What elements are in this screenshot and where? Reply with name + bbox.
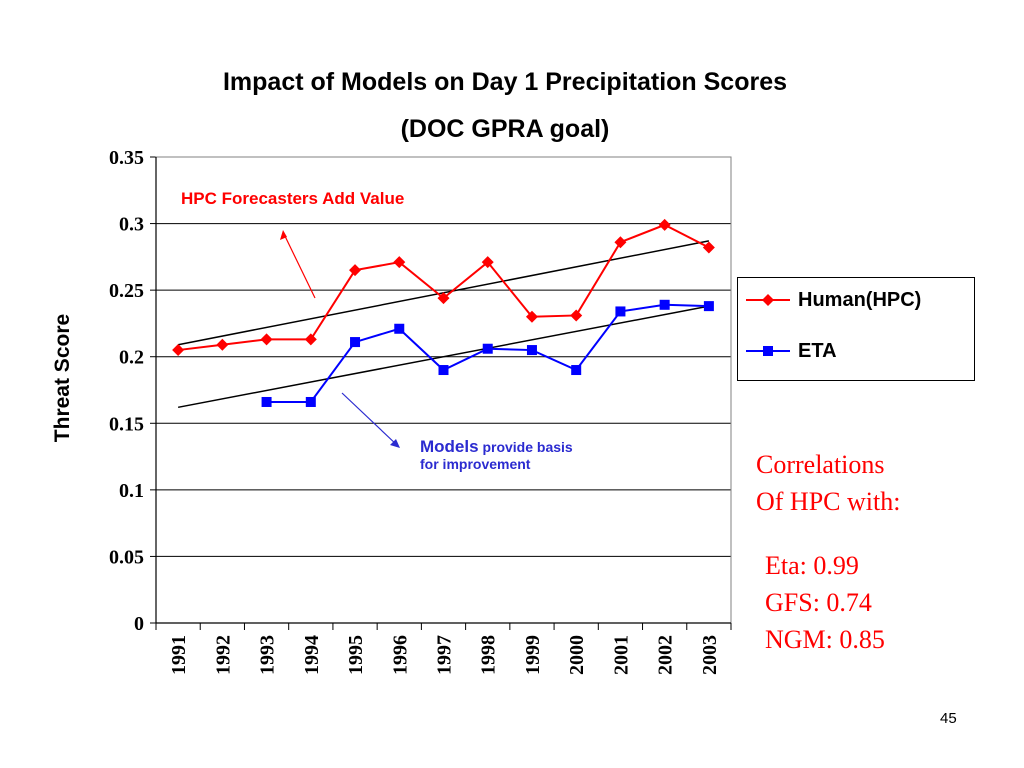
- x-tick-label: 1995: [345, 635, 367, 675]
- data-point-human: [481, 256, 494, 269]
- y-axis-label: Threat Score: [51, 313, 74, 443]
- corr-ngm: NGM: 0.85: [765, 625, 885, 654]
- data-point-eta: [350, 337, 361, 348]
- legend-label-human: Human(HPC): [798, 288, 922, 311]
- models-arrowhead: [390, 439, 400, 448]
- hpc-annotation: HPC Forecasters Add Value: [181, 189, 405, 208]
- hpc-annotation-arrow: [282, 231, 316, 299]
- x-tick-label: 1993: [257, 635, 279, 675]
- annotation-arrows: [280, 230, 400, 448]
- x-tick-label: 1996: [389, 635, 411, 675]
- legend-marker-human: [746, 294, 790, 306]
- y-tick-label: 0.05: [109, 546, 144, 568]
- data-point-human: [260, 333, 273, 346]
- x-tick-label: 2003: [699, 635, 721, 675]
- x-tick-label: 1997: [434, 635, 456, 675]
- data-point-human: [172, 344, 185, 357]
- data-point-eta: [438, 365, 449, 376]
- data-point-eta: [482, 343, 493, 354]
- data-point-human: [614, 236, 627, 249]
- data-point-eta: [526, 345, 537, 356]
- models-annotation-rest1: provide basis: [478, 439, 573, 455]
- x-tick-label: 1991: [168, 635, 190, 675]
- data-point-eta: [394, 323, 405, 334]
- legend-item-eta: ETA: [746, 337, 837, 365]
- data-point-eta: [571, 365, 582, 376]
- hpc-arrowhead: [280, 230, 287, 240]
- chart-title-line1: Impact of Models on Day 1 Precipitation …: [222, 68, 788, 96]
- data-point-human: [570, 309, 583, 322]
- y-tick-label: 0: [134, 613, 144, 635]
- page-number: 45: [940, 710, 957, 727]
- models-annotation-rest2: for improvement: [420, 456, 531, 472]
- legend-label-eta: ETA: [798, 339, 837, 362]
- data-point-human: [216, 338, 229, 351]
- x-tick-label: 1992: [212, 635, 234, 675]
- y-tick-label: 0.3: [119, 214, 144, 236]
- plot-area-border: [155, 156, 732, 624]
- data-point-human: [393, 256, 406, 269]
- data-point-eta: [261, 396, 272, 407]
- y-tick-label: 0.15: [109, 413, 144, 435]
- x-tick-label: 2002: [655, 635, 677, 675]
- correlations-line1: Correlations: [756, 450, 885, 479]
- correlations-heading: Correlations Of HPC with:: [756, 446, 900, 520]
- data-point-human: [658, 218, 671, 231]
- models-annotation-arrow: [341, 392, 399, 447]
- x-tick-label: 1994: [301, 635, 323, 675]
- data-point-eta: [615, 306, 626, 317]
- data-point-eta: [703, 301, 714, 312]
- series-layer: [172, 218, 715, 407]
- trendline-layer: [177, 240, 710, 409]
- data-point-human: [702, 241, 715, 254]
- series-line-human: [177, 223, 710, 352]
- y-tick-label: 0.1: [119, 480, 144, 502]
- legend-item-human: Human(HPC): [746, 286, 921, 314]
- correlation-values: Eta: 0.99 GFS: 0.74 NGM: 0.85: [765, 547, 885, 658]
- axis-layer: 0.35 0.3 0.25 0.2 0.15 0.1 0.05 0 1991 1992 1993 19…: [109, 147, 732, 675]
- data-point-human: [349, 264, 362, 277]
- data-point-eta: [659, 299, 670, 310]
- y-tick-label: 0.35: [109, 147, 144, 169]
- correlations-line2: Of HPC with:: [756, 487, 901, 516]
- x-tick-label: 2001: [610, 635, 632, 675]
- models-annotation: Models provide basis for improvement: [420, 438, 630, 473]
- chart-title-line2: (DOC GPRA goal): [400, 115, 610, 143]
- data-point-eta: [305, 396, 316, 407]
- trendline: [177, 305, 710, 409]
- y-tick-label: 0.25: [109, 280, 144, 302]
- data-point-human: [437, 292, 450, 305]
- chart-legend: Human(HPC) ETA: [737, 277, 975, 381]
- data-point-human: [525, 310, 538, 323]
- y-tick-label: 0.2: [119, 347, 144, 369]
- corr-gfs: GFS: 0.74: [765, 588, 872, 617]
- x-tick-label: 1998: [478, 635, 500, 675]
- x-tick-label: 1999: [522, 635, 544, 675]
- models-annotation-bold: Models: [420, 437, 479, 456]
- corr-eta: Eta: 0.99: [765, 551, 859, 580]
- x-tick-label: 2000: [566, 635, 588, 675]
- legend-marker-eta: [746, 346, 790, 356]
- data-point-human: [304, 333, 317, 346]
